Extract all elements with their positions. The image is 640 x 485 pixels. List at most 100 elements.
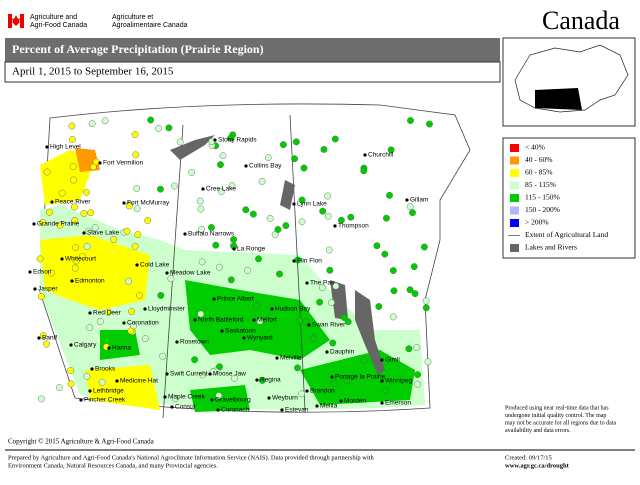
station [188,169,196,176]
legend-swatch [510,144,519,152]
city-label: The Pas [310,280,335,287]
city-label: Emerson [385,400,411,407]
station [71,217,79,224]
city-dot [333,224,337,228]
station [83,372,91,380]
legend-swatch [510,181,519,190]
city-dot [50,200,54,204]
station [159,352,167,360]
station [373,242,381,250]
city-label: Hanna [112,345,132,352]
station [328,299,335,306]
note-line: may not be accurate for all regions due … [505,419,616,426]
station [414,380,422,388]
station [87,209,95,217]
station [171,182,178,190]
city-dot [107,346,111,350]
city-label: Estevan [285,407,309,414]
note-line: Produced using near real-time data that … [505,405,609,411]
prepared: Environment Canada, Natural Resources Ca… [8,462,218,469]
station [324,192,331,200]
lake [280,180,295,210]
flag-leaf [11,15,21,26]
inset-prairies [535,88,582,110]
station [300,164,308,172]
city-dot [244,164,248,168]
city-dot [32,222,36,226]
station [199,371,207,379]
city-label: Prince Albert [217,296,254,303]
station [298,196,306,204]
agency-fr: Agroalimentaire Canada [112,22,188,29]
lake [330,280,348,320]
station [105,308,112,316]
city-label: Gimli [385,357,400,364]
station [298,218,306,226]
station [128,308,136,315]
station [155,125,162,132]
city-label: Consul [175,404,196,411]
city-dot [37,336,41,340]
station [58,189,66,197]
city-dot [232,247,236,251]
station [276,270,283,278]
legend-frame [502,137,636,259]
station [147,116,155,124]
station [414,371,421,379]
station [43,340,50,348]
city-label: Pincher Creek [84,397,126,404]
city-dot [201,187,205,191]
station [258,177,266,185]
agency-en: Agri-Food Canada [30,22,87,29]
station [176,138,184,146]
station [83,243,91,251]
station [406,203,414,210]
station [80,210,88,217]
station [390,287,398,295]
note-line: availability and data errors. [505,428,571,434]
city-label: Cree Lake [206,186,236,193]
map [39,103,471,419]
title: Percent of Average Precipitation (Prairi… [12,42,264,56]
city-label: Whitecourt [65,256,96,263]
city-label: Morden [344,398,366,405]
station [375,303,383,310]
station [39,332,47,339]
city-label: Thompson [338,223,369,230]
station [319,207,327,215]
station [198,225,205,233]
station [86,324,94,332]
city-label: North Battleford [198,317,244,324]
city-label: Collins Bay [249,163,282,170]
station [360,356,368,364]
city-dot [115,379,119,383]
city-label: Medicine Hat [120,378,158,385]
city-label: Saskatoon [225,328,256,335]
note: Produced using near real-time data that … [505,405,616,434]
station [324,212,332,220]
city-dot [380,379,384,383]
city-label: Banff [42,335,57,342]
city-label: Maple Creek [168,394,206,401]
station [343,377,351,385]
station [332,282,340,290]
legend-label: < 40% [525,143,545,152]
station [45,208,53,216]
city-dot [135,263,139,267]
flag-bar [20,14,24,28]
station [219,152,227,160]
city-label: Gravelbourg [215,397,251,404]
station [296,317,304,325]
city-label: Wynyard [247,335,273,342]
city-dot [280,408,284,412]
legend-swatch [510,169,519,177]
city-label: Flin Flon [297,258,322,265]
station [136,291,144,299]
station [191,356,198,364]
station [255,255,262,263]
cities: High Level Fort Vermilion Stony Rapids Chur… [28,137,428,414]
station [242,206,250,214]
stations [36,116,433,403]
station [36,255,44,263]
station [258,376,266,384]
